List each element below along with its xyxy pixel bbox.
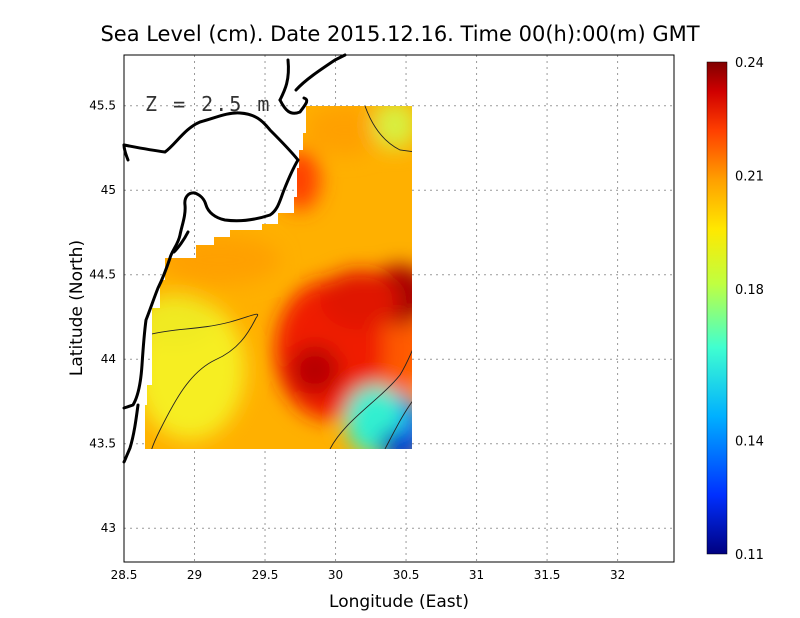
colorbar-tick-label: 0.11 — [735, 548, 764, 563]
x-axis-ticks: 28.5 29 29.5 30 30.5 31 31.5 32 — [111, 568, 626, 582]
colorbar-tick-label: 0.21 — [735, 170, 764, 185]
colorbar-tick-label: 0.14 — [735, 434, 764, 449]
colorbar: 0.11 0.14 0.18 0.21 0.24 — [706, 56, 764, 563]
colorbar-tick-label: 0.24 — [735, 56, 764, 71]
y-axis-label: Latitude (North) — [67, 240, 87, 376]
plot-frame — [123, 54, 675, 563]
x-tick-label: 29 — [187, 568, 202, 582]
x-tick-label: 31.5 — [534, 568, 561, 582]
x-tick-label: 30 — [328, 568, 343, 582]
x-axis-label: Longitude (East) — [329, 592, 469, 612]
colorbar-gradient — [706, 61, 728, 555]
x-tick-label: 31 — [469, 568, 484, 582]
y-tick-label: 45 — [101, 183, 116, 197]
x-tick-label: 28.5 — [111, 568, 138, 582]
y-tick-label: 45.5 — [89, 99, 116, 113]
y-axis-ticks: 43 43.5 44 44.5 45 45.5 — [89, 99, 116, 536]
colorbar-ticks: 0.11 0.14 0.18 0.21 0.24 — [735, 56, 764, 563]
chart-title: Sea Level (cm). Date 2015.12.16. Time 00… — [100, 22, 699, 46]
depth-annotation: Z = 2.5 m — [145, 92, 271, 116]
x-tick-label: 30.5 — [393, 568, 420, 582]
coastline — [122, 53, 347, 464]
y-tick-label: 44.5 — [89, 268, 116, 282]
colorbar-tick-label: 0.18 — [735, 283, 764, 298]
y-tick-label: 44 — [101, 352, 116, 366]
y-tick-label: 43.5 — [89, 437, 116, 451]
y-tick-label: 43 — [101, 521, 116, 535]
x-tick-label: 32 — [610, 568, 625, 582]
x-tick-label: 29.5 — [252, 568, 279, 582]
